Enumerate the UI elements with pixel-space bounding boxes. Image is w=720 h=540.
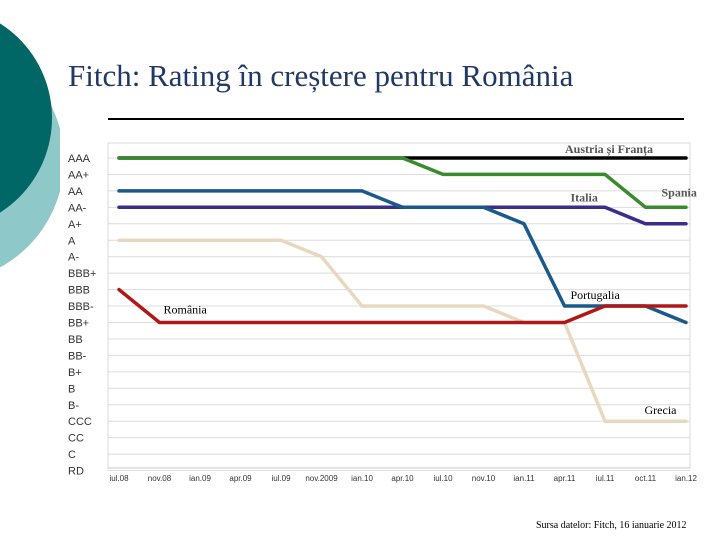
y-tick-label: AAA: [68, 153, 91, 165]
x-tick-label: nov.08: [148, 474, 172, 483]
x-axis-tick-labels: iul.08 nov.08 ian.09 apr.09 iul.09 nov.2009 ia…: [109, 474, 697, 483]
x-tick-label: iul.10: [433, 474, 453, 483]
series-line-rom-nia: [117, 287, 688, 325]
series-line-portugalia: [117, 189, 688, 325]
y-tick-label: RD: [68, 466, 84, 478]
y-tick-label: BB: [68, 334, 83, 346]
y-tick-label: AA+: [68, 169, 89, 181]
y-tick-label: B+: [68, 367, 82, 379]
y-tick-label: A: [68, 235, 76, 247]
y-tick-label: B-: [68, 400, 79, 412]
y-axis-tick-labels: AAAAA+AAAA-A+AA-BBB+BBBBBB-BB+BBBB-B+BB-…: [68, 153, 96, 478]
x-tick-label: apr.10: [391, 474, 414, 483]
series-line-italia: [117, 205, 688, 226]
y-tick-label: CCC: [68, 416, 92, 428]
x-tick-label: ian.09: [189, 474, 211, 483]
title-divider: [108, 118, 684, 120]
y-tick-label: AA: [68, 186, 83, 198]
y-tick-label: BBB-: [68, 301, 94, 313]
series-line-grecia: [117, 238, 688, 423]
series-label: Portugalia: [571, 288, 621, 302]
y-tick-label: BB+: [68, 318, 89, 330]
series-label: Spania: [662, 185, 697, 199]
slide-title: Fitch: Rating în creștere pentru România: [68, 58, 574, 93]
y-tick-label: BBB: [68, 285, 90, 297]
x-tick-label: iul.09: [271, 474, 291, 483]
series-line-spania: [117, 156, 688, 210]
data-source-note: Sursa datelor: Fitch, 16 ianuarie 2012: [536, 520, 687, 531]
series-lines: [117, 156, 688, 423]
y-tick-label: C: [68, 449, 76, 461]
decoration-circle-dark: [0, 23, 52, 213]
y-tick-label: CC: [68, 433, 84, 445]
y-tick-label: A-: [68, 252, 79, 264]
y-tick-label: A+: [68, 219, 82, 231]
slide-decoration: [0, 23, 60, 268]
x-tick-label: ian.11: [513, 474, 535, 483]
x-tick-label: ian.10: [351, 474, 373, 483]
y-tick-label: BB-: [68, 350, 87, 362]
series-label: Austria și Franța: [565, 142, 653, 157]
y-tick-label: AA-: [68, 202, 87, 214]
x-tick-label: ian.12: [675, 474, 697, 483]
x-tick-label: apr.09: [229, 474, 252, 483]
x-tick-label: nov.2009: [305, 474, 338, 483]
x-tick-label: nov.10: [472, 474, 496, 483]
series-label: România: [164, 303, 208, 317]
series-labels: Austria și Franța Spania Italia Portugalia G…: [164, 142, 697, 417]
x-tick-label: iul.11: [596, 474, 615, 483]
y-tick-label: B: [68, 383, 75, 395]
x-tick-label: iul.08: [109, 474, 129, 483]
x-tick-label: apr.11: [554, 474, 576, 483]
y-tick-label: BBB+: [68, 268, 96, 280]
x-tick-label: oct.11: [635, 474, 657, 483]
series-label: Grecia: [645, 403, 678, 417]
series-label: Italia: [571, 190, 598, 204]
